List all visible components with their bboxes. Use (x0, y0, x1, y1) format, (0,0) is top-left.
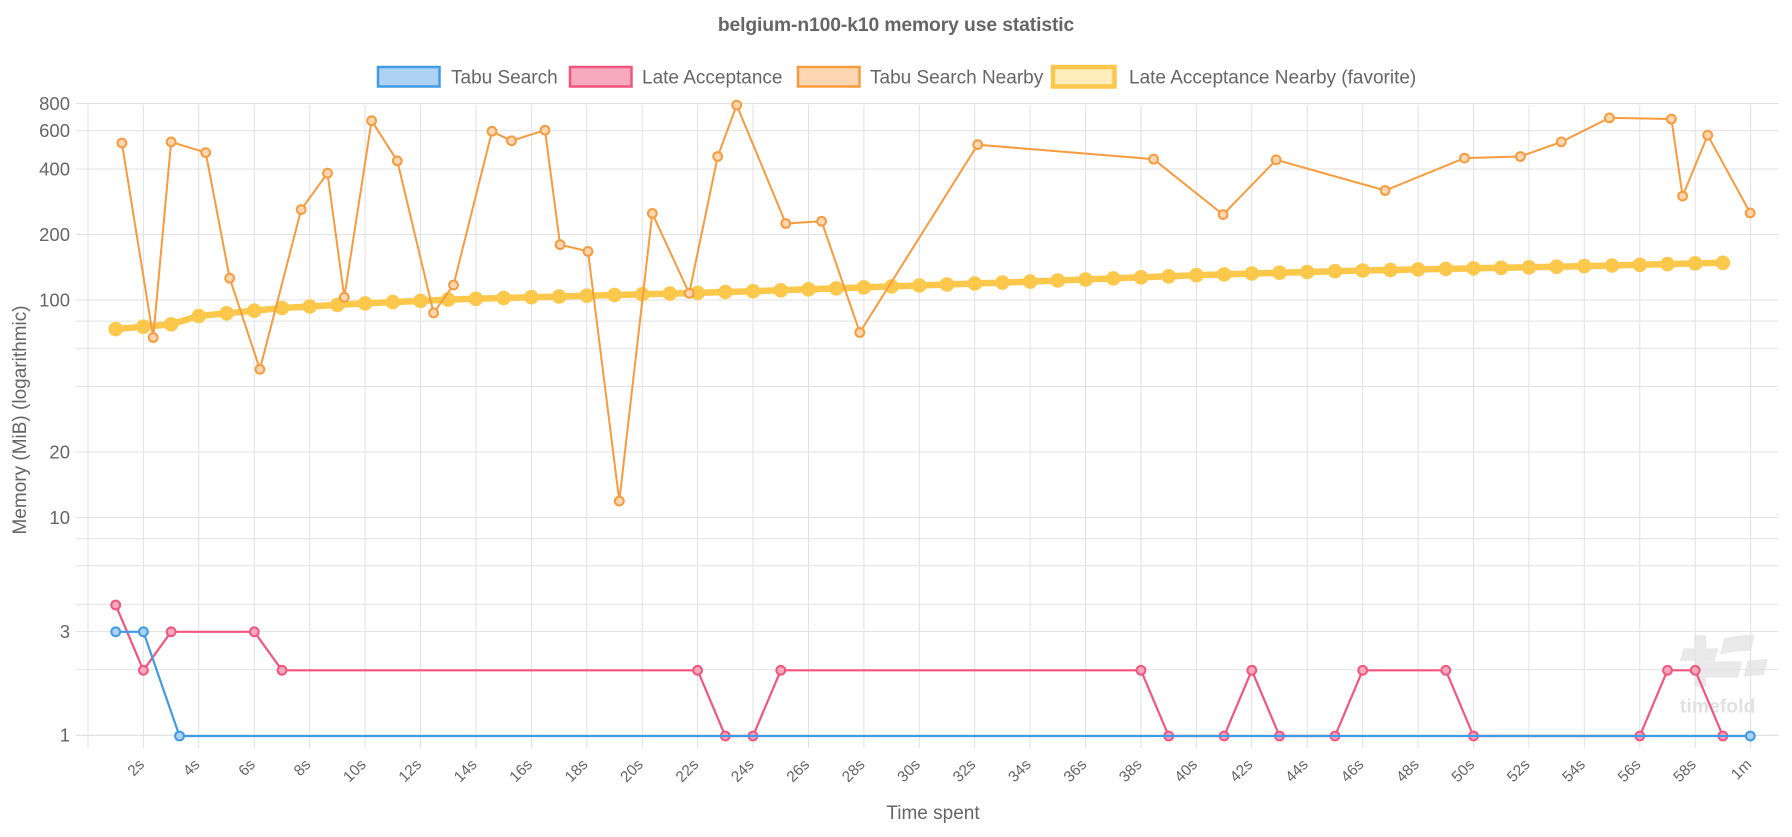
svg-text:Late Acceptance Nearby (favori: Late Acceptance Nearby (favorite) (1129, 68, 1416, 89)
svg-text:100: 100 (39, 290, 70, 311)
svg-text:800: 800 (39, 93, 70, 114)
svg-text:3: 3 (60, 621, 70, 642)
svg-text:Tabu Search: Tabu Search (451, 68, 558, 89)
svg-text:timefold: timefold (1680, 697, 1756, 718)
svg-text:Memory (MiB) (logarithmic): Memory (MiB) (logarithmic) (10, 305, 31, 534)
svg-text:200: 200 (39, 224, 70, 245)
svg-text:Late Acceptance: Late Acceptance (642, 68, 783, 89)
svg-text:20: 20 (49, 442, 70, 463)
svg-text:belgium-n100-k10 memory use st: belgium-n100-k10 memory use statistic (718, 15, 1075, 36)
svg-text:Time spent: Time spent (886, 803, 980, 824)
svg-text:10: 10 (49, 507, 70, 528)
svg-text:1: 1 (60, 725, 70, 746)
svg-text:600: 600 (39, 120, 70, 141)
svg-text:Tabu Search Nearby: Tabu Search Nearby (870, 68, 1044, 89)
svg-text:400: 400 (39, 159, 70, 180)
